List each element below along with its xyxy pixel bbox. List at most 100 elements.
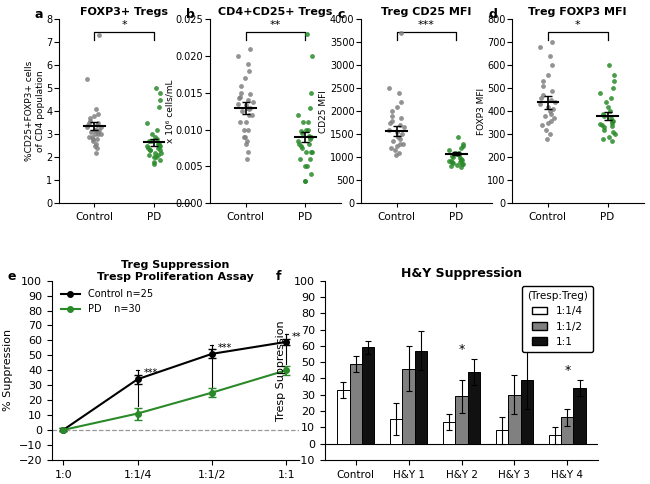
Point [599,126,609,134]
Point [304,132,314,139]
Point [605,107,616,115]
Point [239,133,250,141]
Point [87,133,98,140]
Point [85,114,96,122]
Point [144,151,155,159]
Point [152,126,162,134]
Point [395,114,406,122]
Point [456,156,466,164]
Point [81,123,92,131]
Point [242,148,253,156]
Point [235,119,245,126]
Point [541,126,551,134]
Text: ***: *** [144,368,158,378]
Point [302,163,313,170]
Point [540,112,550,120]
Point [458,160,469,168]
Point [242,137,253,145]
Point [300,126,311,134]
Point [84,119,94,127]
Point [605,94,616,102]
Point [248,98,258,106]
Point [84,117,95,124]
Point [86,128,96,136]
Point [91,139,101,147]
Point [546,110,556,118]
Point [396,29,406,37]
Point [149,160,159,168]
Point [244,111,254,119]
Y-axis label: CD25 MFI: CD25 MFI [319,90,328,133]
Point [304,135,315,142]
Point [92,144,102,152]
Point [538,77,549,85]
Point [396,130,407,138]
Point [608,71,619,78]
Point [235,93,246,101]
Point [90,142,100,150]
Point [535,43,545,51]
Text: **: ** [270,20,281,30]
Point [296,130,307,137]
Bar [337,390,350,443]
Point [294,140,305,148]
Point [456,164,466,171]
Point [384,126,394,134]
Point [306,52,317,60]
Point [155,96,166,104]
Point [455,158,465,166]
Point [82,75,92,83]
Point [606,137,617,145]
Point [395,135,406,143]
Y-axis label: x 10⁶ cells/mL: x 10⁶ cells/mL [165,79,174,143]
Point [545,96,556,104]
Point [547,61,557,69]
Point [608,128,618,136]
Point [92,121,103,129]
Point [447,163,457,170]
Bar [573,388,586,443]
Point [143,144,153,152]
Point [595,120,606,128]
Point [604,61,614,69]
Point [608,117,618,124]
Bar [350,364,362,443]
Point [236,89,246,97]
Point [394,149,404,157]
Text: f: f [276,270,281,283]
Bar [443,423,456,443]
Point [537,121,547,129]
Point [544,107,554,115]
Point [93,128,103,136]
Point [244,105,254,113]
Point [444,147,454,154]
Point [150,133,160,140]
Bar [467,372,480,443]
Point [304,155,315,163]
Point [385,119,395,127]
Point [393,133,404,140]
Point [293,111,304,119]
Point [449,149,460,157]
Point [384,85,395,92]
Point [234,94,244,102]
Point [151,135,162,143]
Point [153,139,164,147]
Text: Treg Suppression
Tresp Proliferation Assay: Treg Suppression Tresp Proliferation Ass… [97,260,254,282]
Point [457,156,467,164]
Point [448,153,458,161]
Point [295,155,306,163]
Point [305,104,315,111]
Point [244,91,255,98]
Point [386,144,396,152]
Point [543,71,553,78]
Text: e: e [8,270,16,283]
Point [447,159,458,166]
Point [392,128,402,136]
Point [89,112,99,120]
Point [142,142,152,150]
Point [300,177,311,185]
Point [398,139,408,147]
Point [535,101,545,108]
Point [395,121,405,129]
